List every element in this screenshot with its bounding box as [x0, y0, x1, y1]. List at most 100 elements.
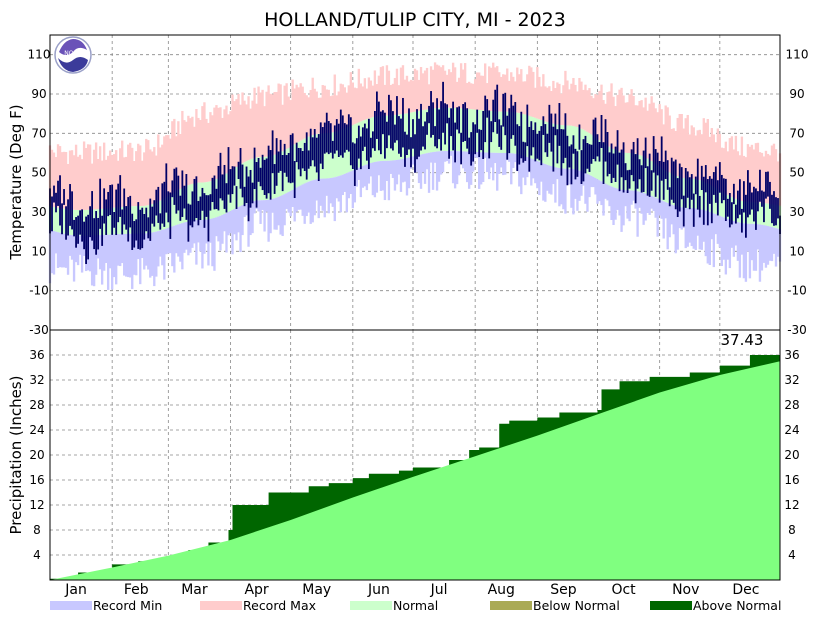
record-max-bar: [670, 128, 673, 174]
normal-bar: [251, 158, 254, 202]
record-min-bar: [339, 175, 342, 213]
record-min-bar: [522, 155, 525, 178]
normal-bar: [758, 202, 762, 225]
record-min-bar: [52, 231, 56, 275]
record-min-bar: [724, 218, 728, 275]
record-max-bar: [319, 97, 322, 134]
record-max-bar: [770, 145, 774, 205]
record-min-bar: [265, 200, 268, 212]
record-min-bar: [706, 211, 709, 264]
record-min-bar: [490, 152, 493, 168]
record-min-bar: [233, 209, 236, 235]
record-max-bar: [297, 87, 300, 143]
record-max-bar: [159, 147, 162, 201]
record-min-bar: [736, 222, 740, 261]
record-max-bar: [684, 118, 687, 179]
record-max-bar: [774, 149, 778, 206]
record-max-bar: [435, 64, 439, 109]
record-min-bar: [480, 152, 483, 185]
record-min-bar: [524, 156, 527, 186]
record-min-bar: [688, 208, 691, 243]
record-max-bar: [534, 87, 537, 118]
record-max-bar: [131, 147, 134, 207]
record-max-bar: [175, 136, 178, 192]
record-max-bar: [371, 85, 375, 118]
normal-bar: [325, 133, 328, 179]
record-max-bar: [82, 141, 86, 210]
record-max-bar: [191, 116, 194, 184]
record-min-bar: [295, 187, 298, 212]
normal-bar: [616, 150, 619, 189]
record-max-bar: [734, 135, 738, 199]
record-min-bar: [734, 221, 738, 246]
record-min-bar: [526, 156, 529, 178]
record-max-bar: [423, 70, 427, 110]
record-min-bar: [121, 234, 124, 264]
record-max-bar: [285, 83, 288, 150]
record-min-bar: [696, 208, 699, 236]
record-min-bar: [129, 233, 132, 278]
record-max-bar: [640, 100, 643, 156]
record-max-bar: [708, 136, 711, 185]
record-max-bar: [471, 83, 475, 110]
record-max-bar: [70, 150, 74, 210]
record-max-bar: [718, 133, 722, 191]
record-min-bar: [654, 197, 657, 218]
normal-bar: [52, 206, 56, 232]
record-min-bar: [155, 231, 158, 277]
normal-bar: [459, 108, 463, 152]
normal-bar: [732, 197, 736, 222]
record-min-bar: [76, 235, 80, 266]
record-min-bar: [720, 216, 724, 267]
normal-bar: [652, 162, 655, 197]
temperature-tick-left: 110: [28, 48, 51, 62]
temperature-tick-left: 10: [31, 244, 46, 258]
record-max-bar: [187, 115, 190, 186]
record-min-bar: [664, 202, 667, 219]
precipitation-tick-right: 32: [784, 373, 799, 387]
record-min-bar: [518, 154, 521, 187]
record-min-bar: [231, 210, 234, 255]
record-max-bar: [367, 77, 371, 119]
record-max-bar: [325, 89, 328, 134]
record-min-bar: [774, 228, 778, 267]
record-min-bar: [530, 158, 533, 186]
record-max-bar: [52, 152, 56, 207]
record-max-bar: [760, 152, 764, 203]
record-min-bar: [277, 196, 280, 226]
record-max-bar: [552, 80, 555, 124]
record-min-bar: [586, 173, 589, 212]
record-max-bar: [592, 98, 595, 136]
record-max-bar: [626, 102, 629, 153]
record-min-bar: [678, 206, 681, 229]
record-max-bar: [484, 63, 487, 111]
record-min-bar: [570, 168, 573, 208]
record-max-bar: [381, 66, 385, 116]
normal-bar: [387, 115, 391, 161]
record-min-bar: [738, 222, 742, 278]
record-max-bar: [570, 83, 573, 126]
record-max-bar: [546, 87, 549, 122]
record-min-bar: [552, 166, 555, 185]
record-max-bar: [768, 155, 772, 204]
normal-bar: [704, 182, 707, 211]
record-max-bar: [748, 146, 752, 203]
record-min-bar: [285, 193, 288, 209]
record-max-bar: [654, 108, 657, 164]
record-min-bar: [732, 221, 736, 257]
record-max-bar: [678, 113, 681, 177]
record-min-bar: [425, 153, 429, 170]
normal-bar: [486, 110, 489, 153]
normal-bar: [467, 109, 471, 152]
record-min-bar: [584, 172, 587, 204]
record-max-bar: [167, 135, 170, 197]
record-max-bar: [309, 89, 312, 136]
record-min-bar: [754, 224, 758, 271]
month-label: Feb: [124, 582, 149, 598]
record-max-bar: [528, 65, 531, 116]
record-max-bar: [582, 89, 585, 130]
record-max-bar: [411, 80, 415, 113]
record-min-bar: [60, 233, 64, 268]
record-max-bar: [500, 76, 503, 112]
record-min-bar: [684, 207, 687, 249]
